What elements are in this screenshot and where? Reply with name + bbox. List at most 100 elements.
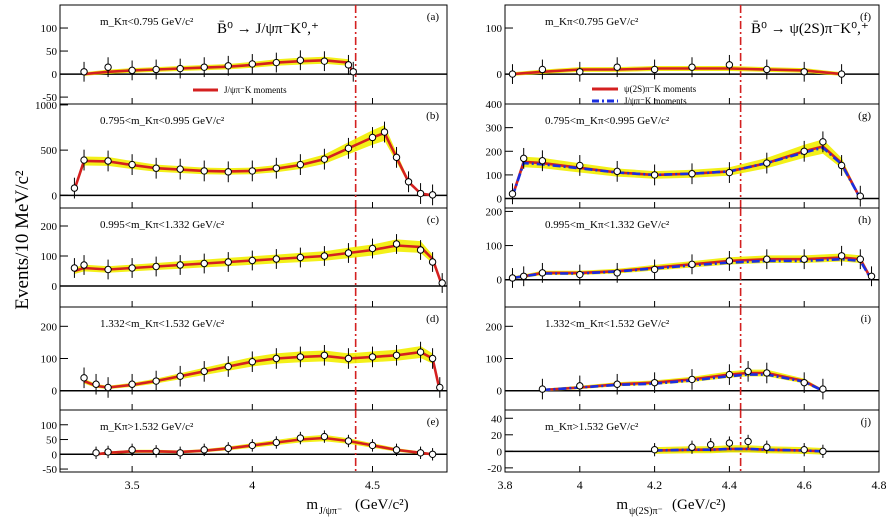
panel-label: (c) xyxy=(427,214,440,226)
fit-curve-red xyxy=(74,244,444,287)
data-point xyxy=(104,63,112,71)
y-tick-label: 200 xyxy=(486,146,503,158)
data-point xyxy=(104,265,112,274)
data-point xyxy=(688,260,696,269)
data-point xyxy=(70,184,79,192)
y-tick-label: 50 xyxy=(46,435,58,447)
data-point xyxy=(176,372,184,380)
data-point xyxy=(128,160,136,169)
right-xlabel-sub: ψ(2S)π⁻ xyxy=(629,506,663,517)
panel-label: (i) xyxy=(861,313,872,325)
right-legend: ψ(2S)π⁻K moments J/ψπ⁻K moments xyxy=(592,84,697,106)
data-point xyxy=(688,170,696,178)
data-point xyxy=(152,447,160,456)
data-point xyxy=(800,378,808,387)
panel-label: (e) xyxy=(427,416,440,428)
data-point xyxy=(837,70,846,78)
y-tick-label: 0 xyxy=(52,449,58,461)
y-tick-label: 1000 xyxy=(35,100,58,112)
data-point xyxy=(725,61,734,69)
panel-label: (b) xyxy=(426,110,439,122)
data-point xyxy=(80,261,88,269)
data-point xyxy=(344,249,353,257)
y-tick-label: 200 xyxy=(41,321,58,333)
data-point xyxy=(349,68,357,76)
y-tick-label: 50 xyxy=(46,46,58,58)
data-point xyxy=(296,353,305,361)
y-tick-label: 200 xyxy=(486,321,503,333)
left-xlabel-sub: J/ψπ⁻ xyxy=(319,506,342,517)
data-point xyxy=(613,380,621,388)
data-point xyxy=(538,65,547,74)
y-tick-label: 100 xyxy=(486,23,503,35)
data-point xyxy=(613,167,621,176)
data-point xyxy=(538,269,547,277)
data-point xyxy=(104,383,112,392)
y-tick-label: 0 xyxy=(497,194,503,206)
y-tick-label: 20 xyxy=(491,430,503,442)
data-point xyxy=(80,156,88,164)
data-point xyxy=(224,258,232,266)
data-point xyxy=(520,272,528,280)
data-point xyxy=(508,274,517,282)
data-point xyxy=(152,164,160,172)
panel-label: (d) xyxy=(426,313,439,325)
y-axis-label: Events/10 MeV/c² xyxy=(12,170,33,310)
x-tick-label: 3.5 xyxy=(125,478,140,492)
data-point xyxy=(200,367,208,376)
data-point xyxy=(80,374,88,382)
data-point xyxy=(248,167,256,175)
data-point xyxy=(416,189,425,198)
panel-region-label: 0.795<m_Kπ<0.995 GeV/c² xyxy=(100,115,225,127)
panel-i: 0 100 200 (i) 1.332<m_Kπ<1.532 GeV/c² xyxy=(486,306,880,411)
data-point xyxy=(508,70,517,78)
data-point xyxy=(272,164,281,172)
data-point xyxy=(296,434,305,442)
fit-curve-red xyxy=(512,67,842,76)
right-x-axis-label: m ψ(2S)π⁻ (GeV/c²) xyxy=(616,497,725,517)
data-point xyxy=(744,437,752,446)
fit-curve-red xyxy=(83,350,442,391)
panel-h: 0 100 200 (h) 0.995<m_Kπ<1.332 GeV/c² xyxy=(486,206,880,308)
data-point xyxy=(176,64,184,73)
data-point xyxy=(92,380,100,388)
data-point xyxy=(80,68,88,76)
data-point xyxy=(707,441,715,449)
x-tick-label: 4.5 xyxy=(365,478,380,492)
y-tick-label: 500 xyxy=(41,145,58,157)
data-point xyxy=(368,441,377,450)
panel-e: -50 0 50 100 (e) m_Kπ>1.532 GeV/c² 3.5 4 4.5 xyxy=(41,409,448,492)
x-tick-label: 4.2 xyxy=(647,478,662,492)
data-point xyxy=(856,192,864,200)
data-point xyxy=(224,62,232,70)
data-point xyxy=(272,255,281,263)
data-point xyxy=(538,157,547,165)
data-point xyxy=(344,354,353,363)
data-point xyxy=(819,447,827,456)
panel-frame xyxy=(504,409,880,473)
data-point xyxy=(128,264,136,272)
panel-region-label: m_Kπ>1.532 GeV/c² xyxy=(545,421,639,433)
y-tick-label: 100 xyxy=(41,251,58,263)
data-point xyxy=(200,446,208,454)
data-point xyxy=(176,261,184,269)
data-point xyxy=(725,168,734,177)
data-point xyxy=(392,153,401,162)
left-xlabel-unit: (GeV/c²) xyxy=(355,497,409,513)
data-point xyxy=(224,168,232,176)
data-point xyxy=(152,65,160,74)
data-point xyxy=(152,262,160,271)
y-tick-label: 0 xyxy=(52,386,58,398)
uncertainty-band xyxy=(512,139,861,200)
data-point xyxy=(152,377,160,385)
data-point xyxy=(819,385,827,393)
data-point xyxy=(200,167,208,175)
data-point xyxy=(800,68,808,76)
data-point xyxy=(404,178,413,186)
x-tick-label: 4.4 xyxy=(722,478,737,492)
data-point xyxy=(320,432,329,441)
data-point xyxy=(416,246,425,254)
data-point xyxy=(176,449,184,457)
data-point xyxy=(296,56,305,64)
